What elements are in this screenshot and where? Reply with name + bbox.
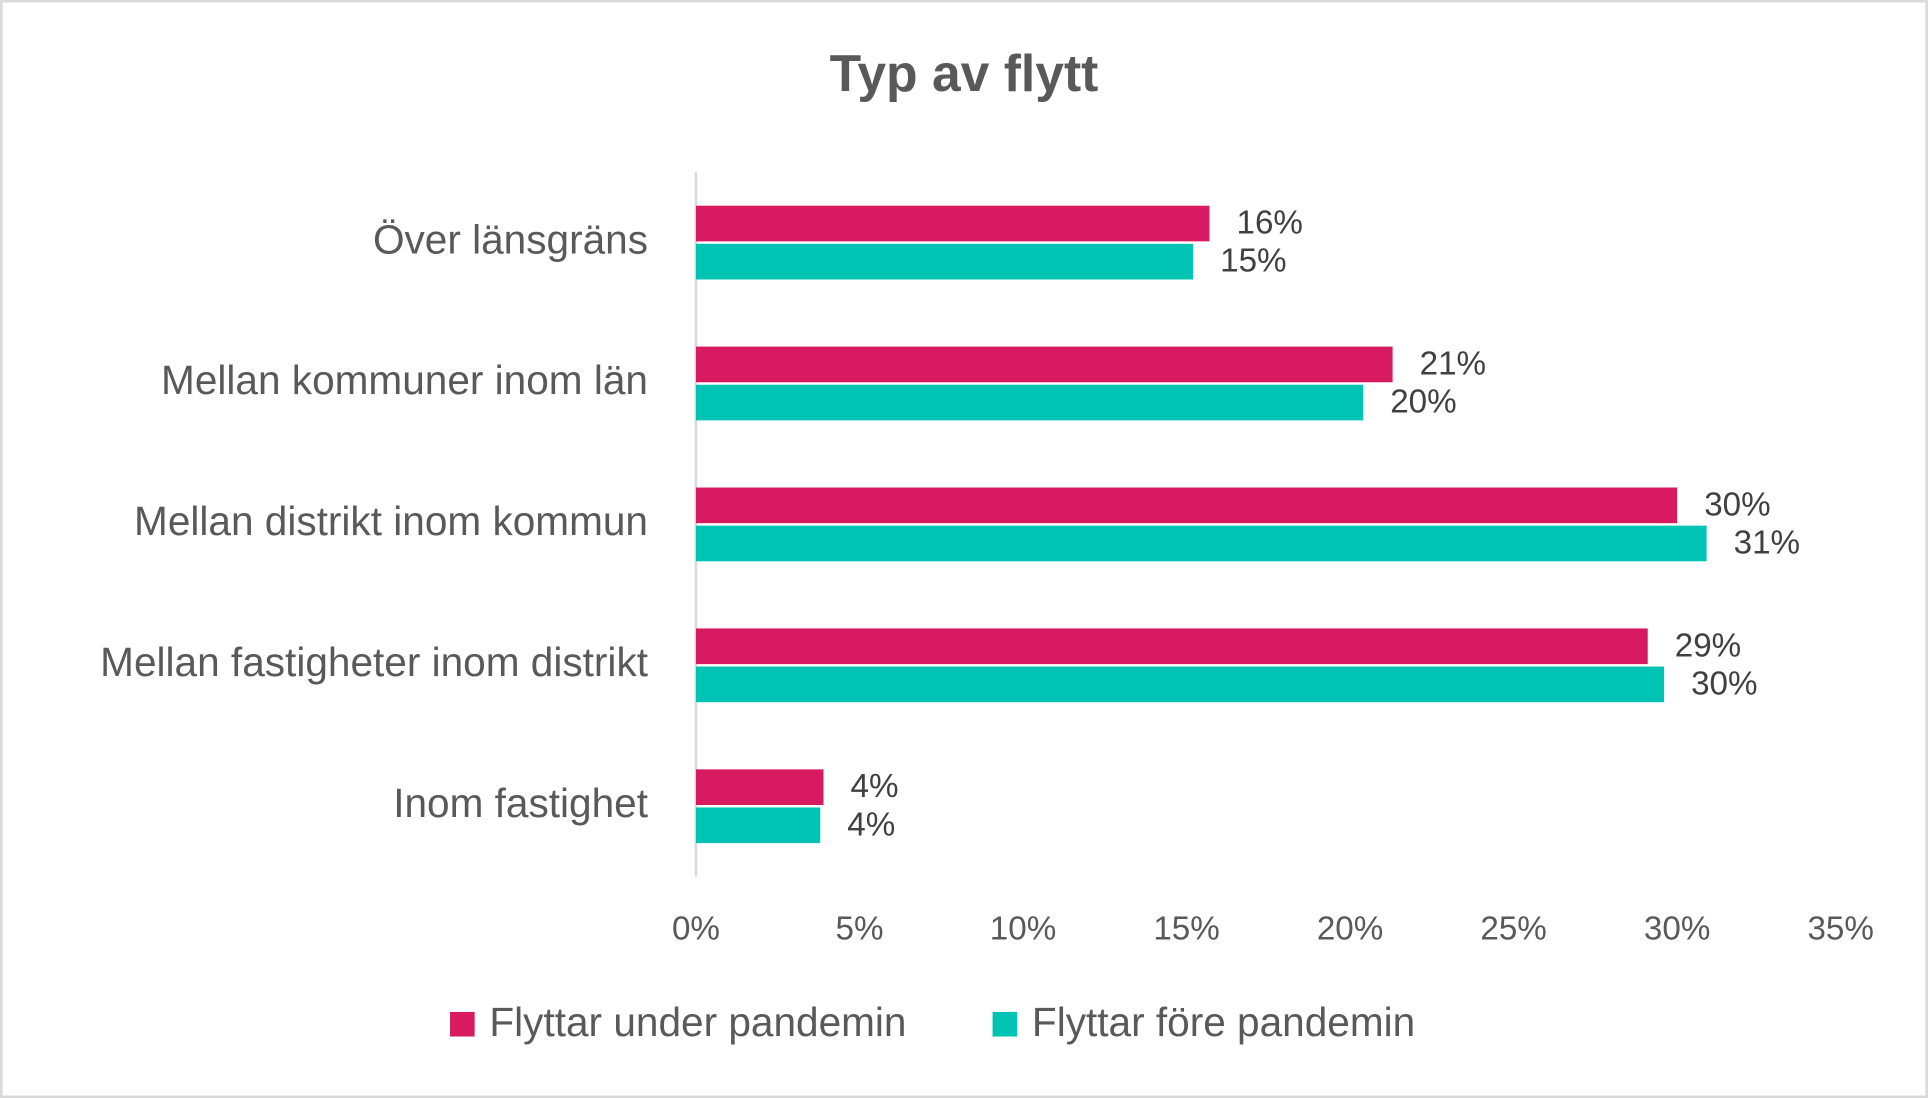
x-tick-label: 0%	[672, 911, 720, 948]
y-tick-label: Över länsgräns	[373, 216, 648, 262]
x-tick-label: 30%	[1644, 911, 1710, 948]
data-label: 31%	[1734, 524, 1800, 561]
data-label: 20%	[1390, 384, 1456, 421]
legend-label: Flyttar före pandemin	[1032, 999, 1415, 1045]
data-label: 16%	[1236, 205, 1302, 242]
data-label: 29%	[1675, 627, 1741, 664]
data-label: 15%	[1220, 243, 1286, 280]
y-tick-label: Mellan fastigheter inom distrikt	[100, 639, 648, 685]
bar	[695, 487, 1678, 524]
y-tick-label: Mellan kommuner inom län	[161, 357, 648, 403]
legend-swatch	[992, 1011, 1018, 1037]
bar	[695, 243, 1194, 280]
data-label: 4%	[847, 806, 895, 843]
data-label: 30%	[1704, 486, 1770, 523]
bar	[695, 807, 821, 844]
legend-label: Flyttar under pandemin	[489, 999, 906, 1045]
bar	[695, 525, 1707, 562]
x-tick-label: 15%	[1153, 911, 1219, 948]
chart-title: Typ av flytt	[830, 44, 1099, 102]
x-tick-label: 10%	[990, 911, 1056, 948]
y-tick-label: Inom fastighet	[393, 780, 648, 826]
legend-swatch	[450, 1011, 475, 1037]
bar	[695, 205, 1210, 242]
bar	[695, 666, 1665, 703]
bar	[695, 346, 1393, 383]
data-label: 4%	[851, 768, 899, 805]
data-label: 30%	[1691, 665, 1757, 702]
x-tick-label: 25%	[1480, 911, 1546, 948]
bar	[695, 628, 1648, 665]
y-tick-label: Mellan distrikt inom kommun	[134, 498, 648, 544]
x-tick-label: 35%	[1807, 911, 1873, 948]
bar	[695, 384, 1364, 421]
bar	[695, 769, 824, 805]
x-tick-label: 20%	[1317, 911, 1383, 948]
data-label: 21%	[1420, 345, 1486, 382]
x-tick-label: 5%	[836, 911, 884, 948]
